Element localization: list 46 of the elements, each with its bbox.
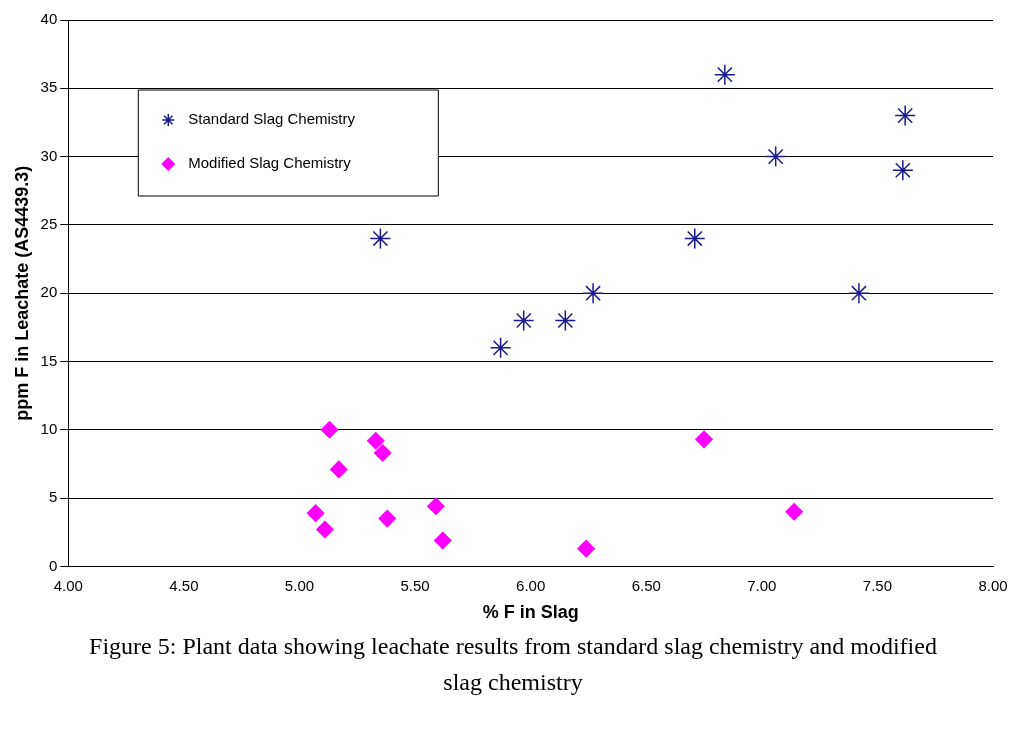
legend-label: Modified Slag Chemistry <box>188 154 352 172</box>
x-tick-label: 4.50 <box>169 576 199 594</box>
point <box>427 497 445 516</box>
point <box>369 227 392 250</box>
point <box>316 520 334 539</box>
point <box>785 503 803 521</box>
x-axis-title: % F in Slag <box>482 602 579 623</box>
point <box>306 504 325 522</box>
point <box>714 63 736 86</box>
y-axis-title: ppm F in Leachate (AS4439.3) <box>11 165 32 421</box>
point <box>434 531 452 550</box>
point <box>695 430 713 449</box>
point <box>489 337 512 359</box>
y-tick-label: 30 <box>40 146 58 164</box>
y-tick-label: 5 <box>48 488 58 506</box>
point <box>684 227 706 250</box>
point <box>373 444 392 462</box>
x-tick-label: 8.00 <box>978 576 1008 594</box>
x-tick-label: 4.00 <box>53 576 83 594</box>
y-tick-label: 10 <box>40 419 58 437</box>
y-tick-label: 20 <box>40 283 58 301</box>
point <box>512 309 535 332</box>
y-tick-label: 40 <box>40 10 58 28</box>
x-tick-label: 6.00 <box>516 576 546 594</box>
point <box>330 460 348 479</box>
point <box>894 104 916 127</box>
point <box>554 309 577 332</box>
point <box>764 145 787 168</box>
y-tick-label: 35 <box>40 78 58 96</box>
point <box>577 539 595 558</box>
point <box>582 282 604 304</box>
point <box>320 421 339 439</box>
point <box>378 509 397 528</box>
point <box>892 159 914 182</box>
y-tick-label: 25 <box>40 215 58 233</box>
point <box>367 431 385 450</box>
x-tick-label: 5.50 <box>400 576 430 594</box>
x-tick-label: 5.00 <box>284 576 315 594</box>
x-tick-label: 7.00 <box>747 576 777 594</box>
caption: Figure 5: Plant data showing leachate results from standard slag chemistry and modified slag chemistry <box>88 632 938 697</box>
x-tick-label: 6.50 <box>631 576 661 594</box>
y-tick-label: 15 <box>40 351 58 369</box>
y-tick-label: 0 <box>48 556 58 574</box>
point <box>848 282 870 304</box>
x-tick-label: 7.50 <box>862 576 893 594</box>
legend-label: Standard Slag Chemistry <box>188 110 356 128</box>
